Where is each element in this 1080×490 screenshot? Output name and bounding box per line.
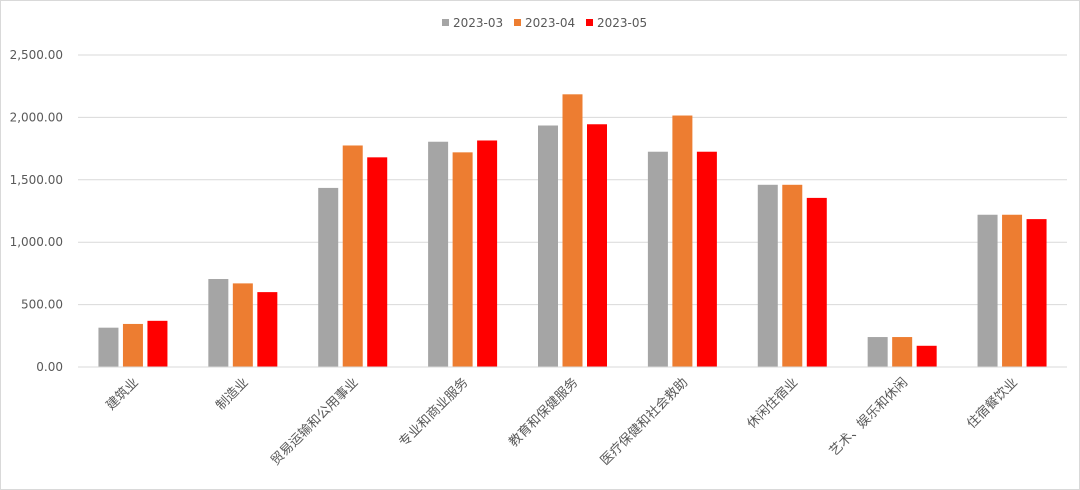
y-axis-ticks: 0.00 500.00 1,000.00 1,500.00 2,000.00 2,500.… [10, 48, 63, 374]
bar [98, 327, 119, 367]
bar [122, 323, 143, 367]
bars [98, 94, 1047, 368]
category-label: 医疗保健和社会救助 [597, 375, 691, 469]
bar [342, 145, 363, 367]
legend-label: 2023-04 [525, 16, 575, 30]
y-tick-label: 1,000.00 [10, 235, 63, 249]
category-label: 贸易运输和公用事业 [267, 375, 361, 469]
bar [367, 157, 388, 367]
y-tick-label: 500.00 [21, 298, 63, 312]
bar [562, 94, 583, 367]
legend: 2023-03 2023-04 2023-05 [442, 16, 647, 30]
category-label: 艺术、娱乐和休闲 [827, 375, 911, 459]
bar [538, 125, 558, 368]
bar [977, 214, 998, 367]
y-tick-label: 0.00 [36, 360, 63, 374]
bar [587, 124, 607, 367]
bar [916, 345, 937, 367]
category-label: 建筑业 [103, 375, 142, 414]
bar [892, 337, 913, 367]
category-label: 休闲住宿业 [744, 375, 801, 432]
bar [867, 337, 888, 367]
bar [757, 184, 778, 367]
bar [1002, 214, 1023, 367]
legend-label: 2023-03 [453, 16, 503, 30]
bar [806, 197, 827, 367]
category-label: 制造业 [213, 375, 251, 413]
category-label: 教育和保健服务 [506, 375, 582, 451]
category-label: 住宿餐饮业 [964, 375, 1021, 432]
category-labels: 建筑业 制造业 贸易运输和公用事业 专业和商业服务 教育和保健服务 医疗保健和社会救助 休闲… [103, 375, 1021, 469]
bar [452, 152, 473, 367]
legend-swatch [586, 19, 593, 26]
y-tick-label: 2,000.00 [10, 110, 63, 124]
y-tick-label: 1,500.00 [10, 173, 63, 187]
bar [1026, 219, 1047, 367]
bar [257, 292, 278, 367]
bar [647, 151, 668, 367]
legend-label: 2023-05 [597, 16, 647, 30]
bar [232, 283, 253, 367]
bar [318, 187, 339, 367]
legend-swatch [442, 19, 449, 26]
bar [672, 115, 693, 367]
y-tick-label: 2,500.00 [10, 48, 63, 62]
bar [782, 184, 803, 367]
bar [696, 151, 717, 367]
bar [208, 279, 229, 367]
category-label: 专业和商业服务 [396, 375, 472, 451]
legend-swatch [514, 19, 521, 26]
bar [428, 141, 449, 367]
bar [147, 320, 168, 367]
bar [477, 140, 498, 367]
